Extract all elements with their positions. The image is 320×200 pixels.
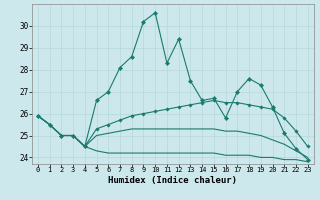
X-axis label: Humidex (Indice chaleur): Humidex (Indice chaleur) bbox=[108, 176, 237, 185]
